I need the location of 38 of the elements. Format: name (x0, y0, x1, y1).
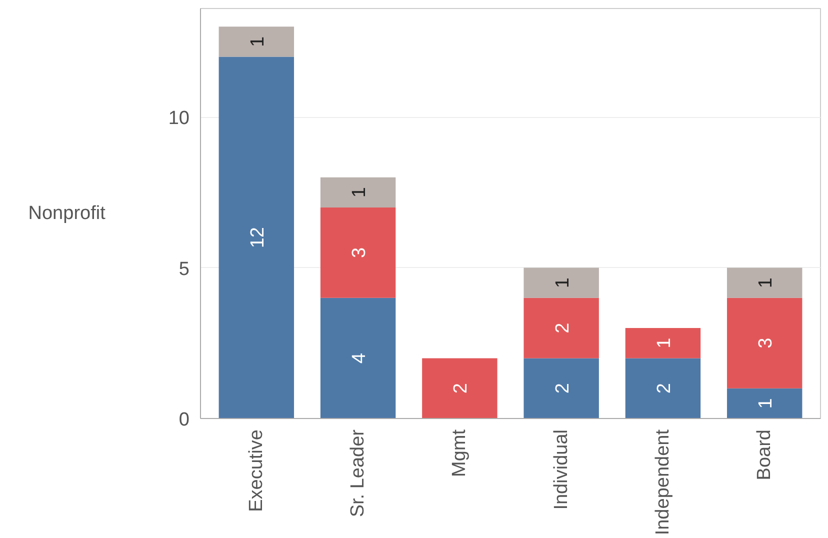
bar (625, 328, 701, 358)
bar (422, 358, 498, 418)
data-label: 1 (247, 36, 268, 47)
bar (320, 298, 396, 418)
data-label: 1 (349, 187, 370, 198)
data-label: 2 (552, 383, 574, 394)
data-label: 1 (756, 278, 777, 288)
bar (726, 388, 802, 418)
x-tick-label: Mgmt (449, 428, 470, 477)
bar (625, 358, 701, 418)
data-label: 3 (756, 338, 777, 348)
y-tick-label: 0 (178, 410, 190, 430)
data-label: 1 (654, 338, 675, 348)
data-label: 1 (756, 398, 777, 409)
data-label: 3 (349, 247, 370, 258)
bar (218, 26, 294, 57)
x-tick-label: Sr. Leader (348, 428, 369, 518)
y-axis-title: Nonprofit (28, 203, 106, 224)
bar (524, 298, 599, 358)
bar (726, 298, 802, 388)
data-label: 1 (552, 278, 574, 288)
bar (320, 207, 396, 298)
x-tick-label: Board (754, 430, 776, 480)
bar (320, 177, 396, 208)
bar (726, 268, 802, 298)
y-tick-label: 5 (178, 258, 190, 280)
bar (524, 358, 599, 418)
x-tick-label: Independent (652, 428, 674, 536)
data-label: 4 (349, 352, 370, 364)
data-label: 2 (450, 383, 472, 394)
y-tick-label: 10 (168, 108, 190, 130)
data-label: 2 (552, 322, 574, 334)
x-tick-label: Executive (246, 430, 267, 512)
data-label: 2 (654, 383, 675, 394)
bar (218, 56, 294, 418)
x-tick-label: Individual (550, 429, 572, 510)
data-label: 12 (247, 227, 268, 248)
bar (524, 268, 599, 298)
